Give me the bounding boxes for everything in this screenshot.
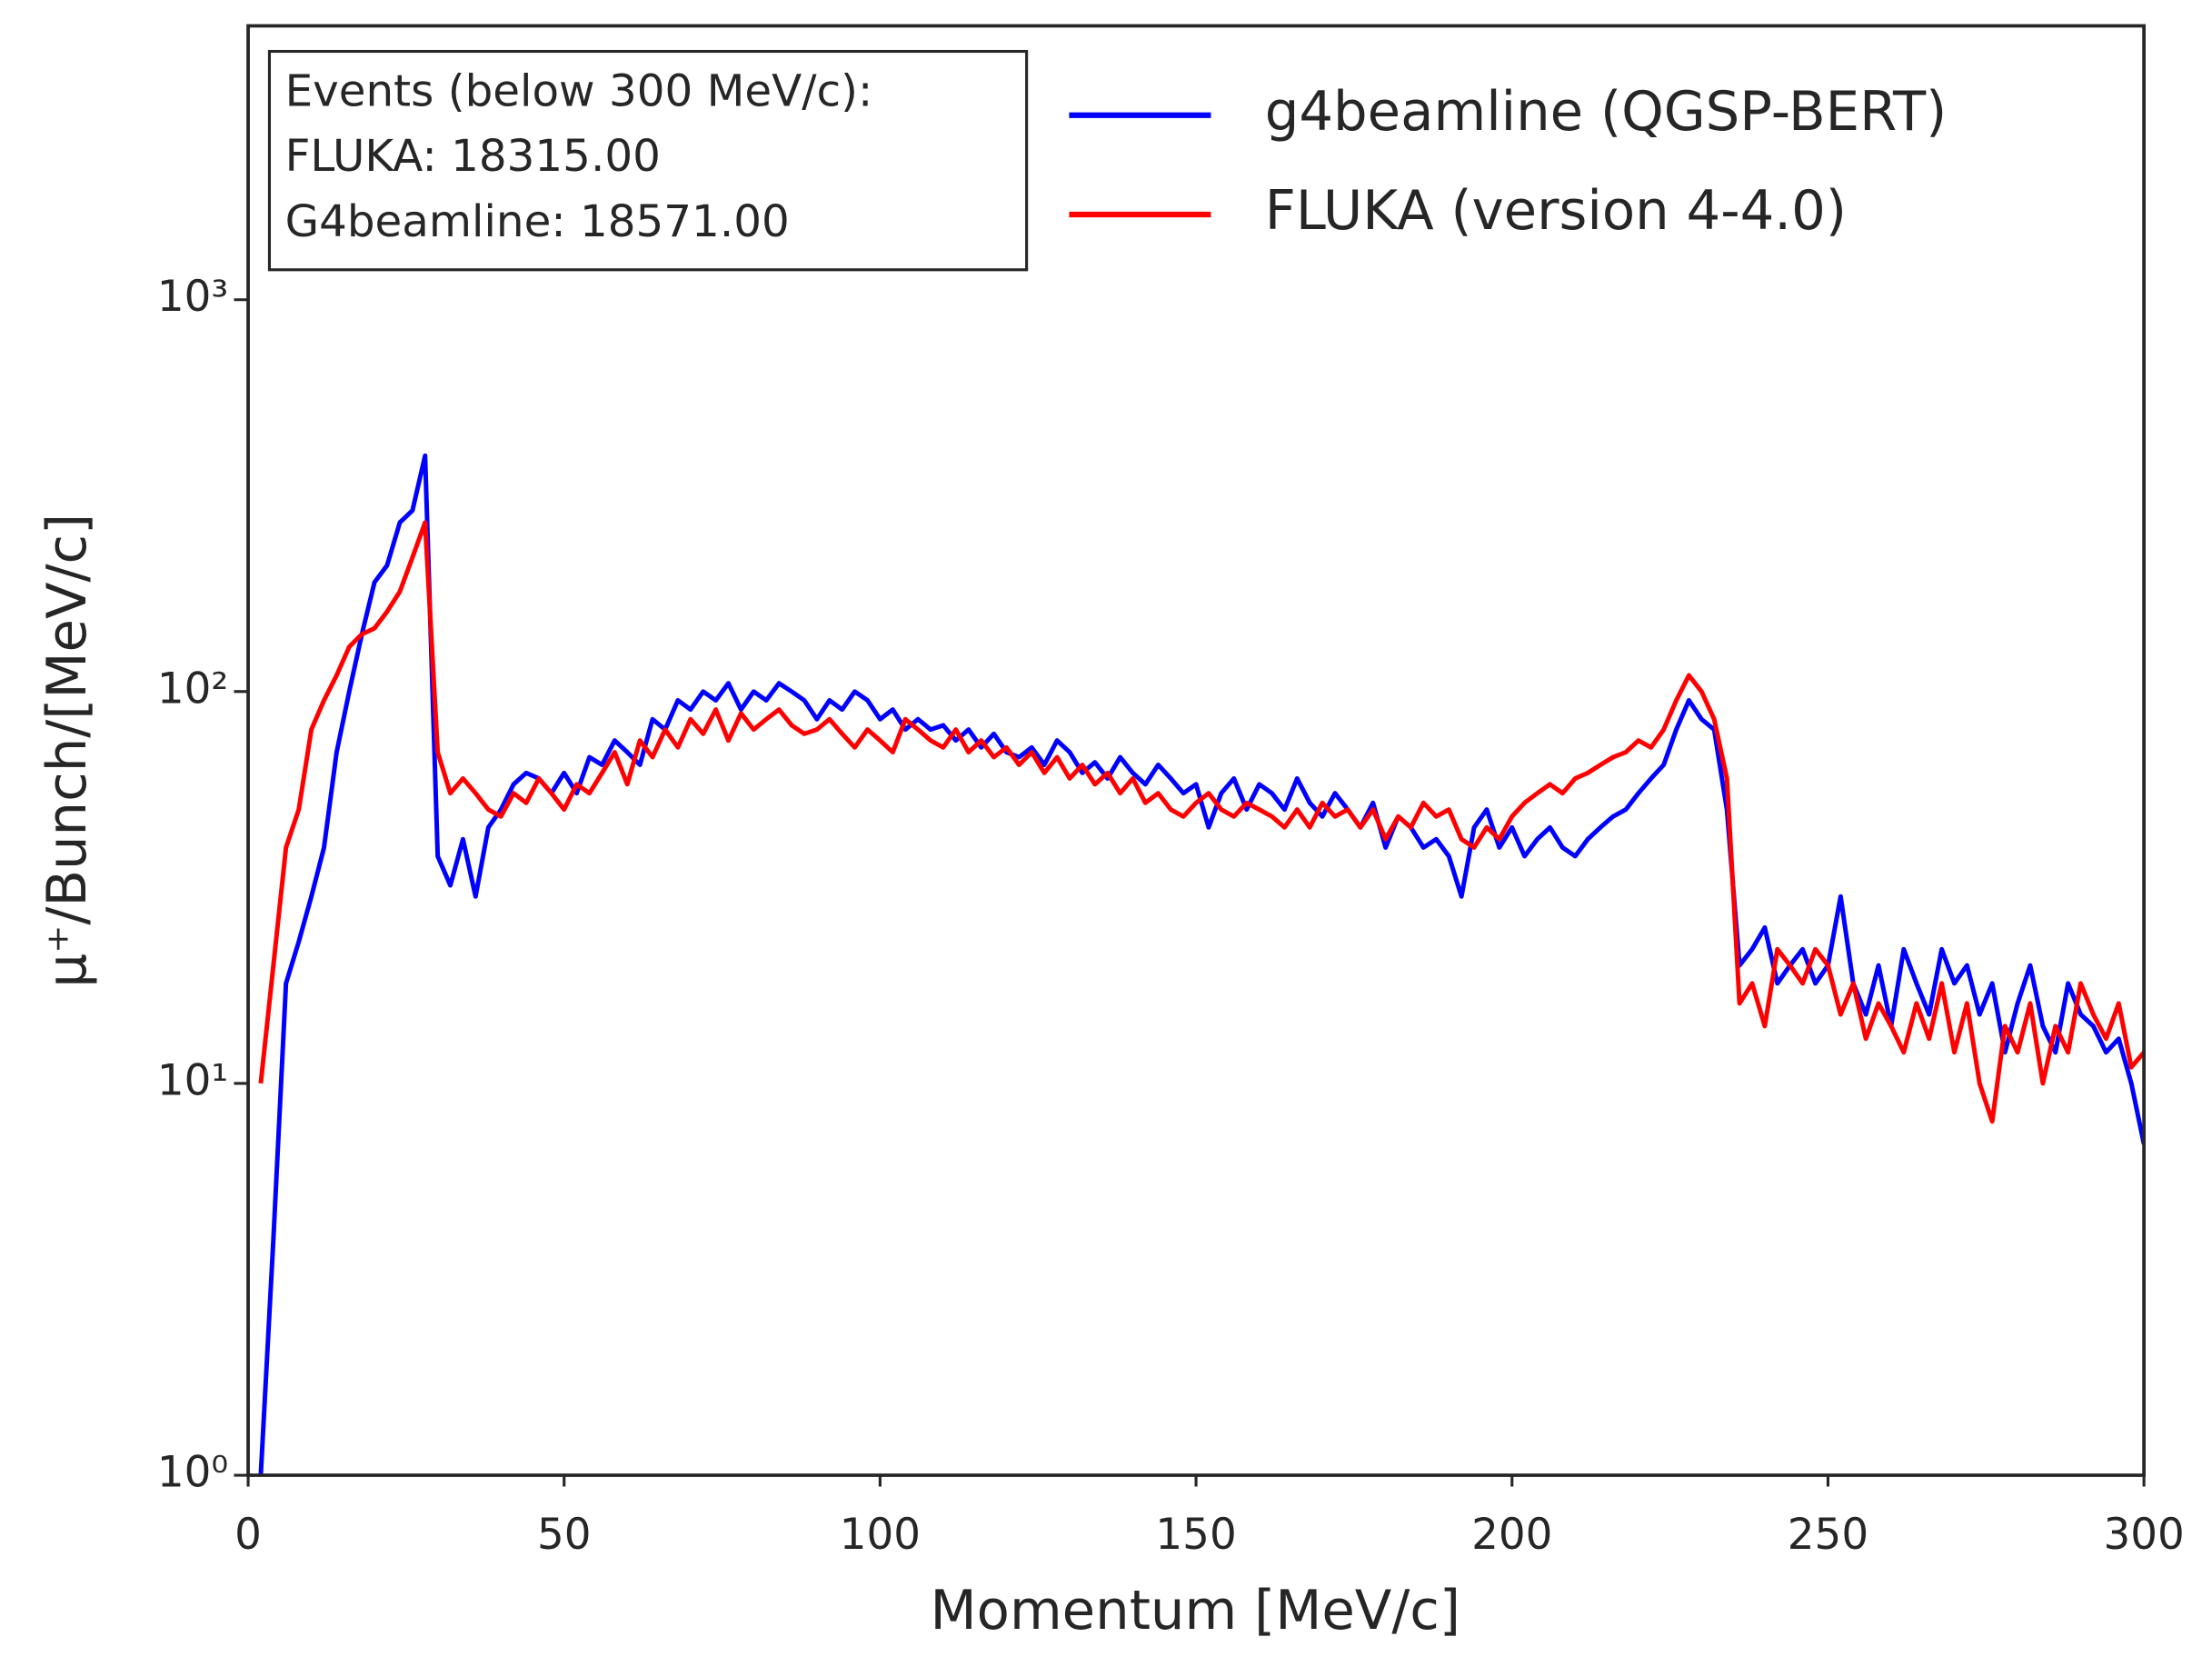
legend-label: FLUKA (version 4-4.0) xyxy=(1265,179,1847,242)
annotation: G4beamline: 18571.00 xyxy=(285,196,790,247)
x-tick-label: 150 xyxy=(1155,1511,1236,1560)
plot-frame xyxy=(246,24,2146,1477)
x-tick-label: 50 xyxy=(537,1511,592,1560)
x-tick-label: 200 xyxy=(1471,1511,1552,1560)
y-axis-label: μ⁺/Bunch/[MeV/c] xyxy=(35,514,98,988)
data-line xyxy=(258,453,2145,1476)
x-tick-label: 300 xyxy=(2103,1511,2184,1560)
annotation: Events (below 300 MeV/c): xyxy=(285,65,873,116)
x-tick-label: 0 xyxy=(234,1511,262,1560)
x-tick-label: 100 xyxy=(840,1511,921,1560)
annotation: FLUKA: 18315.00 xyxy=(285,131,661,182)
x-tick-label: 250 xyxy=(1788,1511,1868,1560)
y-tick-label: 10² xyxy=(157,664,228,714)
annotation-box xyxy=(267,49,1029,272)
data-line xyxy=(258,520,2145,1124)
y-tick-label: 10¹ xyxy=(157,1056,228,1105)
y-tick-label: 10⁰ xyxy=(157,1449,228,1498)
legend-label: g4beamline (QGSP-BERT) xyxy=(1265,80,1948,143)
y-tick-label: 10³ xyxy=(157,273,228,322)
x-axis-label: Momentum [MeV/c] xyxy=(931,1579,1460,1642)
